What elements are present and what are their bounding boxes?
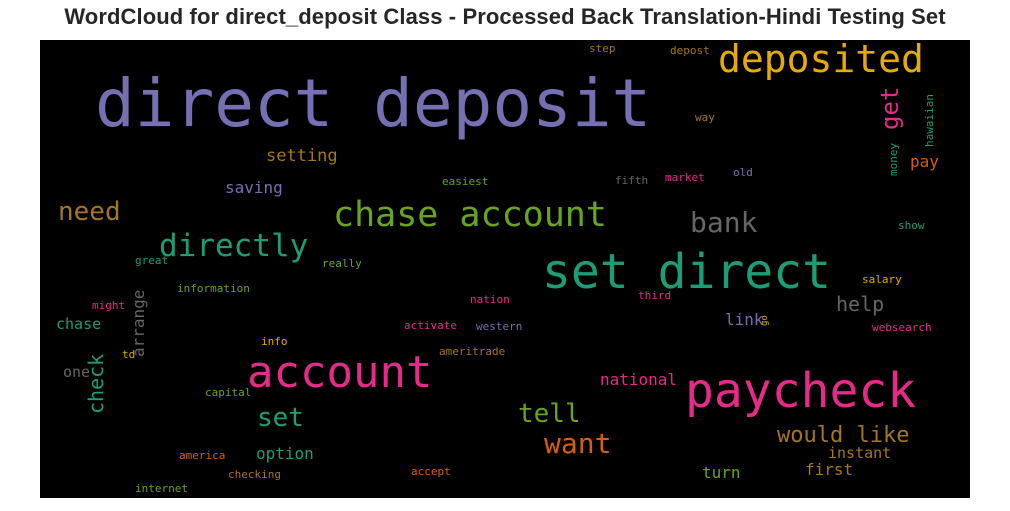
word-direct-deposit: direct deposit xyxy=(95,65,651,142)
word-option: option xyxy=(256,444,314,463)
word-would-like: would like xyxy=(777,423,909,448)
word-one: one xyxy=(63,363,90,381)
word-first: first xyxy=(805,460,853,479)
word-ameritrade: ameritrade xyxy=(439,345,505,358)
word-pay: pay xyxy=(910,152,939,171)
word-checking: checking xyxy=(228,468,281,481)
word-chase: chase xyxy=(56,315,101,333)
word-hawaiian: hawaiian xyxy=(923,94,936,147)
word-saving: saving xyxy=(225,178,283,197)
word-money: money xyxy=(887,143,900,176)
word-deposited: deposited xyxy=(718,40,924,81)
word-bank: bank xyxy=(690,206,758,239)
word-chase-account: chase account xyxy=(333,195,607,235)
word-tell: tell xyxy=(518,399,581,429)
word-instant: instant xyxy=(828,444,891,462)
word-need: need xyxy=(58,197,121,227)
word-check: check xyxy=(84,354,108,414)
wordcloud-background xyxy=(40,40,970,498)
word-td: td xyxy=(122,348,135,361)
word-want: want xyxy=(544,427,611,460)
word-america: america xyxy=(179,449,225,462)
word-capital: capital xyxy=(205,386,251,399)
word-might: might xyxy=(92,299,125,312)
word-websearch: websearch xyxy=(872,321,932,334)
word-internet: internet xyxy=(135,482,188,495)
word-get: get xyxy=(876,87,904,130)
word-way: way xyxy=(695,111,715,124)
word-information: information xyxy=(177,282,250,295)
chart-title: WordCloud for direct_deposit Class - Pro… xyxy=(64,4,946,29)
word-easiest: easiest xyxy=(442,175,488,188)
word-market: market xyxy=(665,171,705,184)
word-help: help xyxy=(836,292,884,316)
word-directly: directly xyxy=(159,228,308,264)
word-activate: activate xyxy=(404,319,457,332)
word-accept: accept xyxy=(411,465,451,478)
word-info: info xyxy=(261,335,288,348)
word-go: go xyxy=(760,315,770,326)
word-nation: nation xyxy=(470,293,510,306)
word-really: really xyxy=(322,257,362,270)
word-link: link xyxy=(725,310,764,329)
word-depost: depost xyxy=(670,44,710,57)
word-third: third xyxy=(638,289,671,302)
word-set-direct: set direct xyxy=(542,244,831,300)
word-arrange: arrange xyxy=(129,290,148,357)
word-step: step xyxy=(589,42,616,55)
word-paycheck: paycheck xyxy=(685,363,916,419)
word-salary: salary xyxy=(862,273,902,286)
word-western: western xyxy=(476,320,522,333)
word-great: great xyxy=(135,254,168,267)
word-show: show xyxy=(898,219,925,232)
word-old: old xyxy=(733,166,753,179)
word-turn: turn xyxy=(702,463,741,482)
word-national: national xyxy=(600,370,677,389)
word-set: set xyxy=(257,403,304,433)
word-account: account xyxy=(247,347,432,398)
word-setting: setting xyxy=(266,146,338,166)
word-fifth: fifth xyxy=(615,174,648,187)
